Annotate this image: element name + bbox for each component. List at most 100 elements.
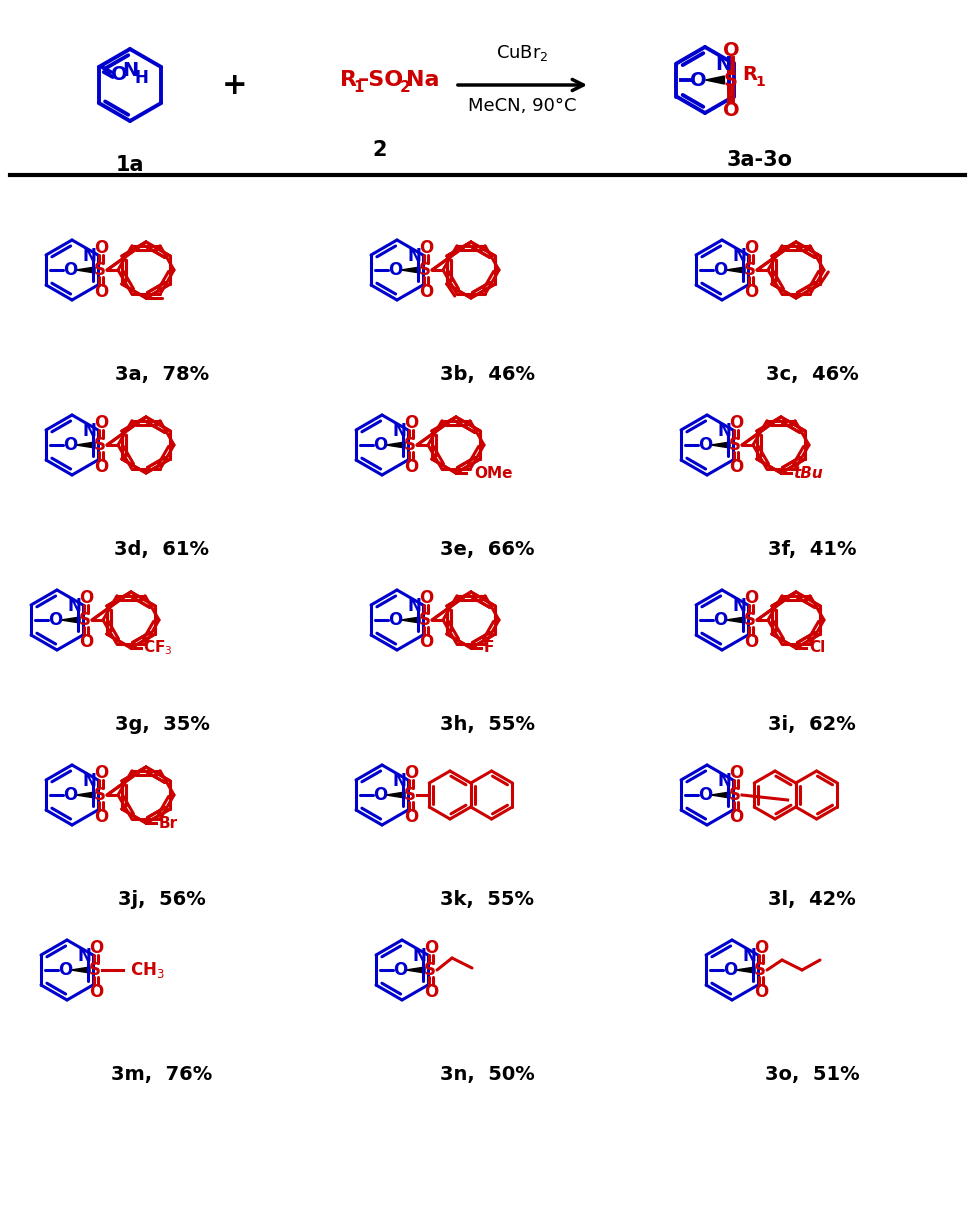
Text: 3o,  51%: 3o, 51% xyxy=(764,1065,859,1084)
Text: O: O xyxy=(723,40,740,59)
Polygon shape xyxy=(401,267,420,273)
Text: O: O xyxy=(404,764,418,782)
Text: O: O xyxy=(94,764,108,782)
Polygon shape xyxy=(736,967,755,973)
Text: Cl: Cl xyxy=(809,640,825,656)
Text: O: O xyxy=(89,939,103,957)
Text: +: + xyxy=(222,70,248,99)
Text: O: O xyxy=(63,436,77,454)
Text: 3n,  50%: 3n, 50% xyxy=(440,1065,534,1084)
Text: 3d,  61%: 3d, 61% xyxy=(114,541,210,559)
Text: S: S xyxy=(419,611,431,629)
Text: S: S xyxy=(94,436,106,454)
Text: 3a,  78%: 3a, 78% xyxy=(115,365,209,384)
Text: O: O xyxy=(419,239,433,257)
Text: O: O xyxy=(729,458,743,476)
Text: S: S xyxy=(79,611,91,629)
Text: O: O xyxy=(729,808,743,827)
Text: N: N xyxy=(82,422,96,440)
Text: S: S xyxy=(424,961,436,979)
Text: N: N xyxy=(408,598,421,614)
Text: tBu: tBu xyxy=(793,465,823,480)
Text: S: S xyxy=(744,611,756,629)
Polygon shape xyxy=(76,442,95,448)
Text: 3i,  62%: 3i, 62% xyxy=(768,715,856,734)
Text: S: S xyxy=(729,787,741,804)
Polygon shape xyxy=(406,967,425,973)
Text: 3f,  41%: 3f, 41% xyxy=(767,541,856,559)
Text: 3a-3o: 3a-3o xyxy=(727,150,793,170)
Text: CuBr$_2$: CuBr$_2$ xyxy=(495,42,548,63)
Text: O: O xyxy=(63,787,77,804)
Text: O: O xyxy=(48,611,62,629)
Text: S: S xyxy=(729,436,741,454)
Text: N: N xyxy=(122,61,138,80)
Text: Na: Na xyxy=(406,70,440,90)
Text: S: S xyxy=(94,787,106,804)
Text: O: O xyxy=(388,261,402,279)
Text: O: O xyxy=(388,611,402,629)
Text: N: N xyxy=(732,247,746,265)
Text: O: O xyxy=(722,961,737,979)
Text: 3h,  55%: 3h, 55% xyxy=(440,715,534,734)
Text: O: O xyxy=(754,983,768,1001)
Text: R: R xyxy=(340,70,357,90)
Text: N: N xyxy=(392,772,406,790)
Text: Br: Br xyxy=(159,816,178,830)
Text: S: S xyxy=(754,961,766,979)
Text: O: O xyxy=(58,961,72,979)
Text: 3e,  66%: 3e, 66% xyxy=(440,541,534,559)
Text: N: N xyxy=(412,947,426,965)
Text: N: N xyxy=(67,598,81,614)
Text: O: O xyxy=(419,282,433,301)
Text: H: H xyxy=(135,69,148,87)
Text: N: N xyxy=(392,422,406,440)
Text: S: S xyxy=(404,787,416,804)
Text: 2: 2 xyxy=(400,80,410,96)
Text: O: O xyxy=(393,961,408,979)
Text: O: O xyxy=(94,282,108,301)
Polygon shape xyxy=(76,267,95,273)
Text: 2: 2 xyxy=(372,141,387,160)
Text: O: O xyxy=(690,70,707,90)
Text: O: O xyxy=(744,589,759,607)
Text: 3k,  55%: 3k, 55% xyxy=(440,890,534,909)
Text: O: O xyxy=(713,611,727,629)
Text: 3j,  56%: 3j, 56% xyxy=(118,890,206,909)
Polygon shape xyxy=(61,617,80,623)
Text: 1: 1 xyxy=(756,75,765,88)
Text: S: S xyxy=(744,261,756,279)
Text: N: N xyxy=(408,247,421,265)
Text: O: O xyxy=(723,101,740,120)
Text: O: O xyxy=(713,261,727,279)
Text: O: O xyxy=(404,415,418,431)
Text: O: O xyxy=(744,282,759,301)
Text: CF$_3$: CF$_3$ xyxy=(143,639,173,657)
Text: O: O xyxy=(424,939,438,957)
Text: OMe: OMe xyxy=(474,465,513,480)
Text: O: O xyxy=(744,633,759,651)
Text: O: O xyxy=(89,983,103,1001)
Text: S: S xyxy=(404,436,416,454)
Text: –SO: –SO xyxy=(358,70,405,90)
Text: O: O xyxy=(63,261,77,279)
Polygon shape xyxy=(706,76,724,84)
Text: N: N xyxy=(716,55,731,74)
Text: O: O xyxy=(79,589,94,607)
Text: O: O xyxy=(729,764,743,782)
Text: O: O xyxy=(419,589,433,607)
Text: CH$_3$: CH$_3$ xyxy=(130,960,165,981)
Text: S: S xyxy=(419,261,431,279)
Text: O: O xyxy=(94,458,108,476)
Text: 1: 1 xyxy=(353,80,364,96)
Text: N: N xyxy=(77,947,91,965)
Polygon shape xyxy=(386,791,405,797)
Text: 1a: 1a xyxy=(116,155,144,175)
Text: 3b,  46%: 3b, 46% xyxy=(440,365,534,384)
Text: S: S xyxy=(94,261,106,279)
Text: 3g,  35%: 3g, 35% xyxy=(115,715,210,734)
Polygon shape xyxy=(401,617,420,623)
Polygon shape xyxy=(76,791,95,797)
Text: O: O xyxy=(744,239,759,257)
Text: O: O xyxy=(94,415,108,431)
